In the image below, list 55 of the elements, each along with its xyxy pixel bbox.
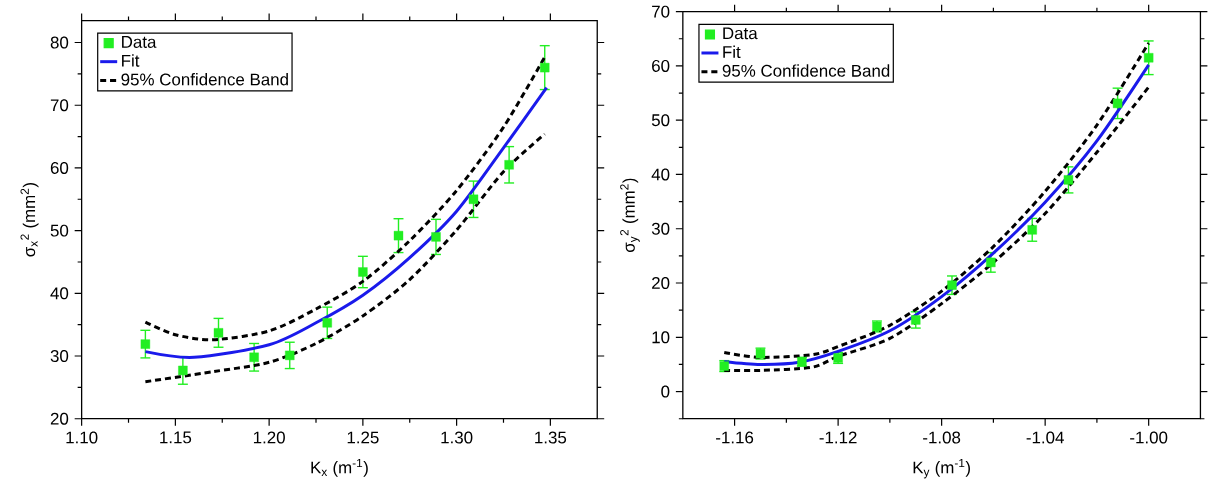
x-tick-label: -1.12 — [819, 431, 857, 444]
point — [285, 350, 295, 360]
x-tick-label: 1.30 — [441, 431, 473, 444]
point — [322, 317, 332, 328]
y-tick-label: 30 — [651, 222, 670, 235]
point — [540, 62, 550, 73]
y-tick-label: 50 — [50, 224, 69, 237]
legend-label: Fit — [122, 54, 140, 67]
point — [431, 232, 441, 242]
point — [911, 315, 921, 325]
legend-label: 95% Confidence Band — [121, 72, 288, 86]
point — [1112, 98, 1123, 108]
y-axis-title: σ$_{y}$$^{2}$ (mm$^{2}$) — [620, 178, 640, 252]
y-tick-label: 40 — [651, 168, 670, 181]
point — [468, 194, 479, 204]
legend-label: Data — [723, 27, 758, 40]
x-tick-label: -1.08 — [923, 431, 961, 444]
y-tick-label: 20 — [50, 412, 69, 425]
point — [986, 257, 996, 267]
y-tick-label: 60 — [652, 59, 670, 72]
y-tick-label: 50 — [651, 114, 670, 127]
y-tick-label: 30 — [50, 349, 69, 362]
y-tick-label: 10 — [652, 331, 670, 344]
y-tick-label: 70 — [652, 5, 670, 18]
x-tick-label: 1.25 — [347, 431, 379, 444]
y-tick-label: 60 — [50, 161, 69, 174]
legend-label: Fit — [723, 45, 741, 58]
x-tick-label: -1.16 — [716, 431, 754, 444]
x-axis-title: K$_{x}$ (m$^{-1}$) — [311, 458, 368, 477]
y-tick-label: 40 — [50, 287, 69, 300]
point — [358, 267, 368, 277]
legend-label: Data — [122, 35, 157, 48]
point — [178, 365, 188, 375]
point — [1143, 52, 1154, 63]
point — [140, 339, 151, 349]
x-tick-label: 1.20 — [253, 431, 285, 444]
y-tick-label: 80 — [50, 36, 69, 49]
x-axis-title: K$_{y}$ (m$^{-1}$) — [913, 458, 970, 479]
point — [504, 159, 514, 170]
point — [213, 327, 224, 338]
y-axis-title: σ$_{x}$$^{2}$ (mm$^{2}$) — [20, 182, 39, 257]
point — [947, 280, 957, 290]
point — [1027, 224, 1037, 235]
x-tick-label: 1.15 — [160, 431, 192, 444]
point — [393, 230, 404, 241]
x-tick-label: 1.10 — [66, 431, 98, 444]
x-tick-label: 1.35 — [535, 431, 567, 444]
legend-label: 95% Confidence Band — [722, 64, 890, 77]
y-tick-label: 0 — [661, 385, 670, 398]
y-tick-label: 20 — [652, 276, 670, 289]
y-tick-label: 70 — [50, 99, 69, 112]
point — [1063, 175, 1074, 185]
x-tick-label: -1.00 — [1130, 431, 1168, 444]
x-tick-label: -1.04 — [1026, 431, 1064, 444]
point — [249, 352, 259, 362]
